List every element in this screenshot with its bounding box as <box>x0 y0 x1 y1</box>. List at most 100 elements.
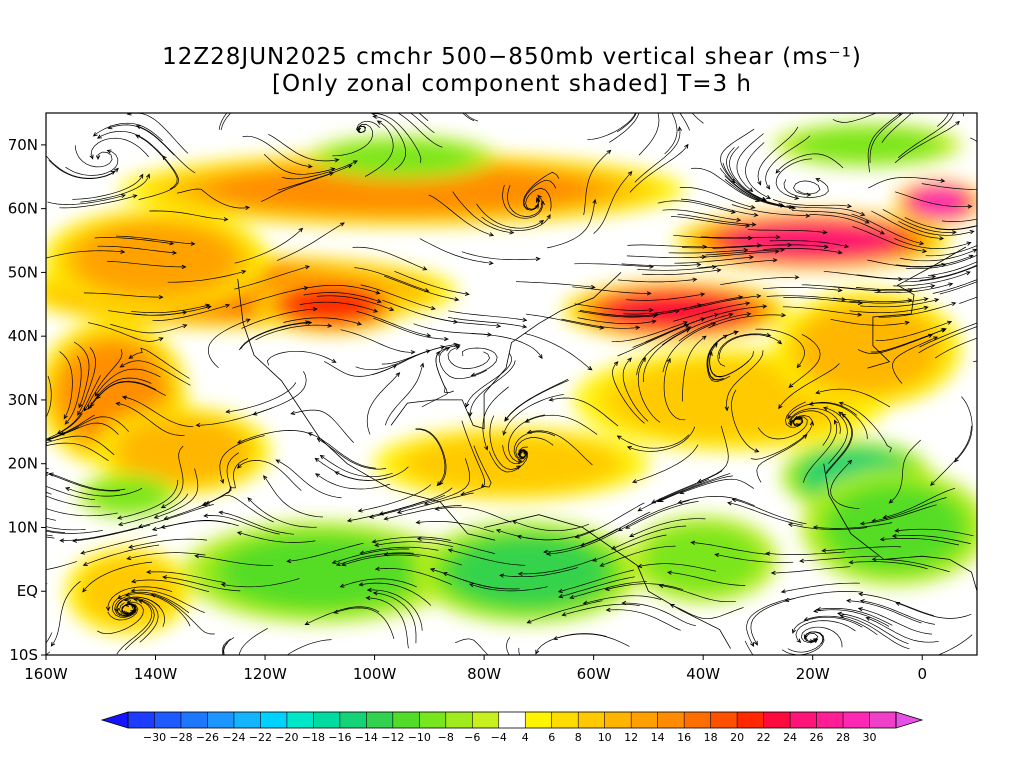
streamline <box>830 319 909 326</box>
streamline-arrow <box>89 402 95 408</box>
streamline-arrow <box>78 403 83 409</box>
streamline <box>135 134 178 190</box>
streamline <box>580 511 651 547</box>
streamline-arrow <box>796 638 802 644</box>
lat-tick-label: 50N <box>8 263 38 281</box>
streamline <box>242 135 312 167</box>
streamline-arrow <box>353 160 358 165</box>
streamline <box>439 347 487 380</box>
streamline-arrow <box>447 548 453 553</box>
streamline <box>237 532 316 543</box>
streamline <box>82 561 153 592</box>
streamline <box>527 430 593 466</box>
streamline-arrow <box>997 250 1001 253</box>
streamline <box>131 579 210 593</box>
streamline <box>787 402 857 419</box>
streamline-arrow <box>376 298 382 303</box>
streamline <box>73 341 90 408</box>
streamline-arrow <box>126 555 132 561</box>
streamline-arrow <box>341 562 347 567</box>
streamline <box>771 566 851 574</box>
streamline <box>410 113 435 134</box>
streamline-arrow <box>151 526 157 531</box>
streamline-arrow <box>80 550 86 555</box>
streamline <box>782 306 862 316</box>
streamline <box>894 238 971 249</box>
colorbar-swatch <box>498 712 526 728</box>
streamline-arrow <box>966 241 972 246</box>
streamline <box>558 569 634 593</box>
streamline-arrow <box>365 595 371 601</box>
streamline-arrow <box>627 171 633 176</box>
streamline-arrow <box>787 414 792 420</box>
streamline-arrow <box>757 180 762 186</box>
streamline <box>683 295 761 311</box>
streamline <box>930 425 972 486</box>
streamline <box>775 158 813 199</box>
streamline-arrow <box>736 217 742 223</box>
streamline <box>561 318 640 329</box>
streamline-arrow <box>331 559 337 565</box>
streamline-arrow <box>395 372 401 377</box>
streamline <box>220 113 232 130</box>
streamline <box>629 518 706 537</box>
streamline-arrow <box>245 205 250 210</box>
streamline <box>518 558 596 575</box>
streamline-arrow <box>788 383 794 388</box>
shear-region <box>222 536 417 609</box>
streamline-arrow <box>40 506 44 509</box>
streamline-arrow <box>24 435 28 438</box>
streamline-arrow <box>158 337 164 342</box>
streamline <box>372 346 445 376</box>
streamline-arrow <box>366 587 372 593</box>
streamline-arrow <box>116 515 123 520</box>
colorbar-label: 22 <box>757 731 771 744</box>
streamline-arrow <box>726 501 733 506</box>
streamline <box>465 352 512 408</box>
streamline <box>508 414 545 462</box>
streamline-arrow <box>126 113 132 116</box>
streamline <box>419 238 493 264</box>
streamline <box>108 310 187 316</box>
streamline <box>394 270 469 295</box>
streamline-arrow <box>587 365 593 371</box>
streamline-arrow <box>806 192 812 197</box>
streamline <box>736 133 764 192</box>
streamline-arrow <box>859 521 865 526</box>
streamline-arrow <box>106 149 112 154</box>
streamline-arrow <box>775 234 781 240</box>
streamline <box>525 414 598 435</box>
streamline-arrow <box>847 459 853 465</box>
colorbar-swatch <box>763 712 791 728</box>
lon-tick-label: 0 <box>917 665 927 683</box>
streamline-arrow <box>557 588 563 593</box>
streamline-arrow <box>714 552 720 558</box>
streamline <box>359 582 432 606</box>
streamline <box>832 297 912 303</box>
streamline-arrow <box>907 106 911 110</box>
streamline <box>638 113 660 156</box>
streamline-arrow <box>625 98 629 101</box>
streamline <box>572 286 651 294</box>
colorbar-label: −24 <box>222 731 245 744</box>
streamline-arrow <box>130 588 136 593</box>
streamline <box>523 179 557 211</box>
streamline <box>813 522 893 529</box>
streamline <box>152 304 230 322</box>
streamline <box>138 155 179 200</box>
streamline <box>935 225 977 231</box>
streamline-arrow <box>36 446 40 449</box>
streamline-arrow <box>339 222 345 227</box>
streamline <box>763 248 842 254</box>
streamline <box>526 313 604 329</box>
streamline <box>127 552 206 560</box>
lat-tick-label: 10S <box>9 646 38 664</box>
streamline <box>661 313 733 346</box>
streamline-arrow <box>923 297 929 302</box>
streamlines <box>24 98 1001 655</box>
streamline <box>277 164 352 191</box>
streamline-arrow <box>379 106 383 110</box>
streamline <box>642 269 721 276</box>
streamline-arrow <box>629 533 634 538</box>
streamline <box>136 125 196 174</box>
